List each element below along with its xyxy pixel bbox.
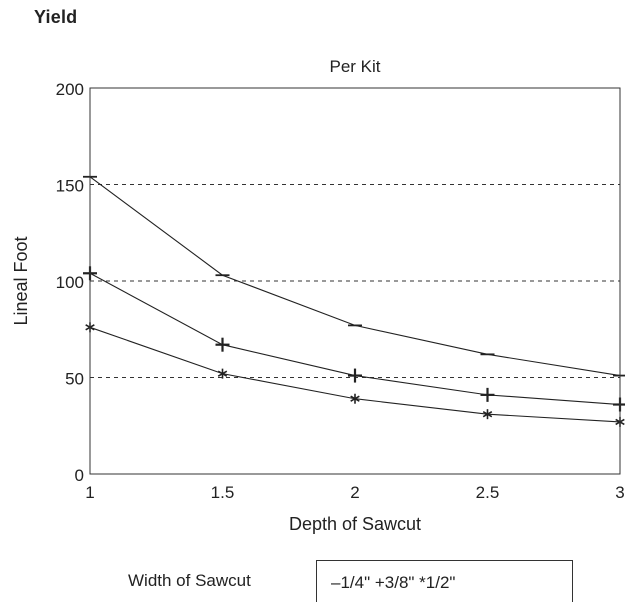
series-layer	[83, 175, 625, 427]
x-tick-labels: 1 1.5 2 2.5 3	[85, 483, 624, 502]
chart-title: Per Kit	[329, 57, 380, 76]
y-tick-label: 50	[65, 370, 84, 389]
data-point-marker	[480, 387, 495, 402]
gridlines	[90, 184, 620, 378]
x-tick-label: 2	[350, 483, 359, 502]
data-point-marker	[215, 337, 230, 352]
data-point-marker	[217, 368, 228, 379]
y-tick-label: 150	[56, 177, 84, 196]
data-point-marker	[613, 397, 625, 412]
legend-label: Width of Sawcut	[128, 571, 251, 590]
x-axis-label: Depth of Sawcut	[289, 514, 421, 534]
data-point-marker	[482, 409, 493, 420]
y-tick-label: 0	[75, 466, 84, 485]
x-tick-label: 1.5	[211, 483, 235, 502]
data-point-marker	[348, 368, 362, 383]
series-line-1	[89, 176, 621, 377]
x-tick-label: 2.5	[476, 483, 500, 502]
data-point-marker	[350, 393, 360, 404]
series-line-2	[89, 272, 621, 406]
x-tick-label: 1	[85, 483, 94, 502]
y-axis-label: Lineal Foot	[11, 236, 31, 325]
y-tick-labels: 0 50 100 150 200	[56, 80, 84, 485]
y-tick-label: 200	[56, 80, 84, 99]
chart-heading: Yield	[34, 7, 78, 27]
legend-text: –1/4" +3/8" *1/2"	[331, 573, 456, 592]
legend-box: –1/4" +3/8" *1/2"	[316, 560, 573, 602]
plot-area-frame	[89, 87, 621, 475]
x-tick-label: 3	[615, 483, 624, 502]
y-tick-label: 100	[56, 273, 84, 292]
